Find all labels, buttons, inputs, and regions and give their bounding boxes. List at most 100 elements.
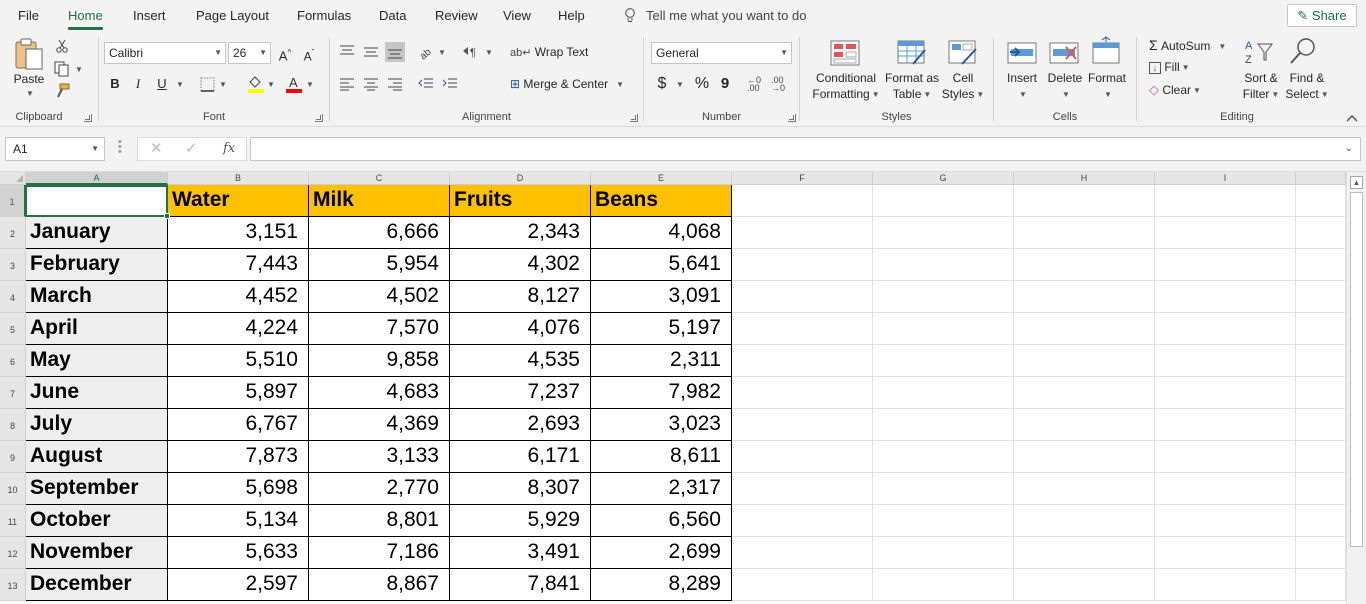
clipboard-launcher-icon[interactable] bbox=[84, 114, 92, 122]
font-color-dropdown[interactable]: ▼ bbox=[304, 75, 314, 94]
format-as-table-icon[interactable] bbox=[897, 40, 927, 66]
cell-a11[interactable]: October bbox=[26, 505, 168, 537]
cut-icon[interactable] bbox=[55, 39, 69, 53]
align-center-icon[interactable] bbox=[363, 77, 379, 91]
cell-f6[interactable] bbox=[732, 345, 873, 377]
cell-h4[interactable] bbox=[1014, 281, 1155, 313]
row-header-10[interactable]: 10 bbox=[0, 473, 26, 505]
cell-e9[interactable]: 8,611 bbox=[591, 441, 732, 473]
cell-f8[interactable] bbox=[732, 409, 873, 441]
cell-b1[interactable]: Water bbox=[168, 185, 309, 217]
insert-cells-button[interactable]: Insert ▼ bbox=[1002, 70, 1042, 103]
format-as-table-button[interactable]: Format as Table ▼ bbox=[882, 70, 942, 103]
cell-c7[interactable]: 4,683 bbox=[309, 377, 450, 409]
cell-f10[interactable] bbox=[732, 473, 873, 505]
cell-j13[interactable] bbox=[1296, 569, 1346, 601]
cell-j11[interactable] bbox=[1296, 505, 1346, 537]
conditional-formatting-icon[interactable] bbox=[830, 40, 860, 66]
column-header-e[interactable]: E bbox=[591, 172, 732, 185]
insert-function-icon[interactable]: fx bbox=[223, 141, 236, 156]
delete-cells-icon[interactable] bbox=[1049, 40, 1079, 66]
cell-f3[interactable] bbox=[732, 249, 873, 281]
row-header-4[interactable]: 4 bbox=[0, 281, 26, 313]
cell-c5[interactable]: 7,570 bbox=[309, 313, 450, 345]
cell-a5[interactable]: April bbox=[26, 313, 168, 345]
align-right-icon[interactable] bbox=[387, 77, 403, 91]
cell-i9[interactable] bbox=[1155, 441, 1296, 473]
cell-styles-button[interactable]: Cell Styles ▼ bbox=[938, 70, 988, 103]
cell-f12[interactable] bbox=[732, 537, 873, 569]
cell-g13[interactable] bbox=[873, 569, 1014, 601]
underline-button[interactable]: U bbox=[157, 76, 167, 91]
cell-h5[interactable] bbox=[1014, 313, 1155, 345]
tab-view[interactable]: View bbox=[503, 8, 531, 23]
cell-i7[interactable] bbox=[1155, 377, 1296, 409]
cell-g9[interactable] bbox=[873, 441, 1014, 473]
number-launcher-icon[interactable] bbox=[788, 114, 796, 122]
cell-e13[interactable]: 8,289 bbox=[591, 569, 732, 601]
row-header-11[interactable]: 11 bbox=[0, 505, 26, 537]
scrollbar-thumb[interactable] bbox=[1350, 192, 1363, 547]
cell-b10[interactable]: 5,698 bbox=[168, 473, 309, 505]
decrease-decimal-icon[interactable]: .00 →0 bbox=[771, 75, 786, 93]
sort-filter-button[interactable]: Sort & Filter ▼ bbox=[1236, 70, 1286, 103]
clear-button[interactable]: ◇ Clear ▼ bbox=[1149, 81, 1201, 100]
column-header-g[interactable]: G bbox=[873, 172, 1014, 185]
bold-button[interactable]: B bbox=[110, 76, 120, 91]
cell-b5[interactable]: 4,224 bbox=[168, 313, 309, 345]
cell-b6[interactable]: 5,510 bbox=[168, 345, 309, 377]
row-header-9[interactable]: 9 bbox=[0, 441, 26, 473]
cell-h6[interactable] bbox=[1014, 345, 1155, 377]
tab-home[interactable]: Home bbox=[68, 0, 103, 31]
format-painter-icon[interactable] bbox=[54, 83, 70, 99]
fill-color-dropdown[interactable]: ▼ bbox=[265, 75, 275, 94]
cell-h8[interactable] bbox=[1014, 409, 1155, 441]
cell-d2[interactable]: 2,343 bbox=[450, 217, 591, 249]
column-header-b[interactable]: B bbox=[168, 172, 309, 185]
cell-d8[interactable]: 2,693 bbox=[450, 409, 591, 441]
cell-d9[interactable]: 6,171 bbox=[450, 441, 591, 473]
cell-c12[interactable]: 7,186 bbox=[309, 537, 450, 569]
cell-j10[interactable] bbox=[1296, 473, 1346, 505]
column-header-j[interactable] bbox=[1296, 172, 1346, 185]
cell-c6[interactable]: 9,858 bbox=[309, 345, 450, 377]
cell-h2[interactable] bbox=[1014, 217, 1155, 249]
cell-g3[interactable] bbox=[873, 249, 1014, 281]
cell-h9[interactable] bbox=[1014, 441, 1155, 473]
cell-styles-icon[interactable] bbox=[948, 40, 978, 66]
cell-i10[interactable] bbox=[1155, 473, 1296, 505]
cell-b9[interactable]: 7,873 bbox=[168, 441, 309, 473]
cell-d5[interactable]: 4,076 bbox=[450, 313, 591, 345]
cell-g10[interactable] bbox=[873, 473, 1014, 505]
cell-a10[interactable]: September bbox=[26, 473, 168, 505]
vertical-dots-icon[interactable]: • • • bbox=[118, 136, 122, 158]
cell-g5[interactable] bbox=[873, 313, 1014, 345]
cell-j8[interactable] bbox=[1296, 409, 1346, 441]
cancel-icon[interactable]: ✕ bbox=[150, 140, 163, 157]
cell-d10[interactable]: 8,307 bbox=[450, 473, 591, 505]
cell-f13[interactable] bbox=[732, 569, 873, 601]
cell-b12[interactable]: 5,633 bbox=[168, 537, 309, 569]
fill-button[interactable]: ↓ Fill ▼ bbox=[1149, 58, 1190, 77]
merge-center-button[interactable]: ⊞ Merge & Center ▼ bbox=[510, 75, 624, 94]
cell-i1[interactable] bbox=[1155, 185, 1296, 217]
cell-e4[interactable]: 3,091 bbox=[591, 281, 732, 313]
column-header-i[interactable]: I bbox=[1155, 172, 1296, 185]
cell-a2[interactable]: January bbox=[26, 217, 168, 249]
font-color-icon[interactable]: A bbox=[285, 74, 303, 94]
paste-dropdown[interactable]: ▼ bbox=[22, 85, 36, 102]
column-header-a[interactable]: A bbox=[26, 172, 168, 185]
cell-e12[interactable]: 2,699 bbox=[591, 537, 732, 569]
formula-input[interactable]: ⌄ bbox=[250, 137, 1361, 161]
tab-insert[interactable]: Insert bbox=[133, 8, 166, 23]
cell-a3[interactable]: February bbox=[26, 249, 168, 281]
cell-i8[interactable] bbox=[1155, 409, 1296, 441]
text-direction-dropdown[interactable]: ▼ bbox=[483, 43, 493, 62]
cell-f5[interactable] bbox=[732, 313, 873, 345]
cell-f2[interactable] bbox=[732, 217, 873, 249]
row-header-3[interactable]: 3 bbox=[0, 249, 26, 281]
cell-j1[interactable] bbox=[1296, 185, 1346, 217]
increase-indent-icon[interactable] bbox=[442, 77, 458, 91]
wrap-text-button[interactable]: ab↵ Wrap Text bbox=[510, 43, 588, 62]
alignment-launcher-icon[interactable] bbox=[630, 114, 638, 122]
